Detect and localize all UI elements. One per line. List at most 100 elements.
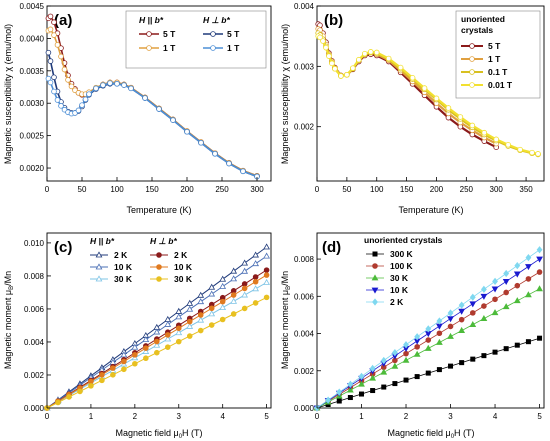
panel-a-legend-label: 1 T: [227, 43, 240, 53]
panel-c-data-point: [263, 278, 270, 285]
panel-c-data-point: [252, 300, 259, 306]
panel-a-x-tick-label: 0: [45, 185, 50, 194]
panel-a-y-tick-label: 0.0045: [20, 2, 45, 11]
panel-d-legend-label: 300 K: [390, 249, 414, 259]
panel-c-data-point: [263, 252, 270, 259]
panel-d-legend-label: 2 K: [390, 297, 404, 307]
panel-d-data-point: [536, 246, 543, 254]
panel-d-data-point: [358, 372, 365, 380]
panel-c-data-point: [154, 349, 160, 356]
panel-b-legend-label: 1 T: [488, 54, 501, 64]
panel-a-data-point: [54, 42, 61, 48]
panel-c-y-tick-label: 0.006: [24, 305, 45, 314]
panel-c-data-point: [186, 333, 193, 339]
panel-a-legend-marker: [210, 31, 216, 37]
panel-d-data-point: [469, 301, 477, 308]
panel-d-data-point: [525, 291, 532, 298]
panel-c-data-point: [164, 320, 172, 327]
panel-b-data-point: [535, 151, 541, 157]
panel-d-data-point: [481, 303, 487, 309]
panel-a-legend-label: 5 T: [227, 29, 240, 39]
panel-a-legend: H || b* H ⊥ b* 5 T 1 T 5 T 1 T: [125, 10, 267, 69]
panel-c-y-tick-label: 0.004: [24, 338, 45, 347]
panel-d-legend-marker: [371, 287, 379, 294]
panel-d-data-point: [336, 388, 343, 396]
panel-d-data-point: [403, 341, 409, 349]
panel-b-legend-label: 5 T: [488, 41, 501, 51]
panel-c-data-point: [143, 355, 149, 362]
panel-d-data-point: [448, 363, 454, 369]
panel-b: (b) 0 50 100 150 200 250 300 350 0.002 0.003 0.004…: [280, 2, 545, 215]
panel-d-data-point: [391, 348, 398, 357]
panel-c-data-point: [153, 328, 161, 335]
panel-d-ylabel: Magnetic moment μB/Mn: [280, 271, 292, 369]
panel-c-data-point: [230, 297, 238, 304]
panel-b-legend-label: 0.1 T: [488, 67, 508, 77]
panel-d-data-point: [469, 310, 476, 316]
panel-a-x-tick-label: 100: [110, 185, 124, 194]
panel-c-data-point: [142, 347, 150, 354]
panel-b-data-point: [457, 114, 464, 120]
panel-c-data-point: [186, 299, 194, 306]
panel-c-data-point: [175, 307, 183, 314]
panel-b-frame: [316, 5, 545, 182]
panel-b-data-point: [320, 38, 326, 44]
panel-c-data-point: [208, 322, 215, 328]
panel-c-data-point: [175, 313, 183, 320]
panel-a-data-point: [114, 80, 120, 87]
panel-c-data-point: [219, 275, 227, 282]
panel-c-data-point: [164, 315, 172, 322]
panel-c-data-point: [219, 316, 226, 323]
panel-d-legend-marker: [372, 263, 378, 269]
panel-a-data-point: [58, 53, 64, 60]
panel-d-legend-entries: 300 K 100 K 30 K 10 K 2 K: [366, 249, 414, 307]
panel-c-data-point: [110, 372, 116, 378]
panel-c-data-point: [263, 243, 270, 250]
panel-d-data-point: [525, 264, 532, 271]
panel-c-data-point: [241, 267, 249, 274]
panel-b-legend: unoriented crystals 5 T 1 T 0.1 T 0.01 T: [455, 10, 541, 99]
panel-d-data-point: [436, 317, 443, 325]
panel-a-data-point: [51, 19, 57, 26]
panel-d-ticks: 0 1 2 3 4 5 0.000 0.002 0.004 0.006 0.008: [294, 255, 542, 421]
panel-a: (a) 0 50 100 150 200 250 300 0.0020 0.0025 0.0030…: [3, 2, 272, 215]
panel-a-legend-header-perp: H ⊥ b*: [203, 15, 230, 25]
panel-a-x-tick-label: 150: [145, 185, 159, 194]
panel-d-legend-label: 10 K: [390, 285, 409, 295]
panel-a-plot: [45, 13, 260, 180]
panel-d-data-point: [380, 368, 388, 375]
panel-d-data-point: [469, 293, 476, 301]
panel-a-data-point: [51, 74, 57, 81]
panel-a-frame: [46, 5, 272, 182]
panel-d-data-point: [392, 381, 398, 387]
panel-c-data-point: [197, 312, 204, 318]
panel-c-legend-label: 30 K: [114, 274, 133, 284]
panel-a-data-point: [45, 49, 52, 56]
panel-b-data-point: [317, 34, 323, 41]
panel-d-data-point: [491, 286, 499, 293]
panel-c-data-point: [175, 325, 182, 332]
panel-b-x-tick-label: 350: [519, 185, 533, 194]
panel-c-label: (c): [54, 239, 72, 256]
panel-d-data-point: [537, 335, 543, 341]
panel-b-data-point: [469, 122, 476, 129]
panel-b-y-tick-label: 0.004: [294, 2, 315, 11]
panel-c-y-tick-label: 0.008: [24, 272, 45, 281]
panel-a-data-point: [184, 128, 190, 135]
panel-b-data-point: [338, 73, 344, 79]
panel-d-data-point: [480, 293, 488, 300]
panel-d-legend-title: unoriented crystals: [364, 235, 443, 245]
panel-b-data-point: [445, 105, 452, 111]
panel-c-data-point: [77, 388, 83, 395]
panel-c-legend-marker: [95, 263, 103, 270]
panel-d-data-point: [480, 315, 488, 322]
panel-d-data-point: [502, 303, 510, 310]
panel-d-data-point: [346, 386, 354, 393]
panel-d-legend-label: 30 K: [390, 273, 409, 283]
panel-a-data-point: [47, 58, 54, 64]
panel-d-data-point: [325, 396, 332, 404]
panel-c-data-point: [121, 358, 127, 365]
panel-b-data-point: [529, 149, 535, 156]
panel-d-data-point: [414, 344, 420, 350]
panel-b-legend-title-2: crystals: [461, 25, 493, 35]
